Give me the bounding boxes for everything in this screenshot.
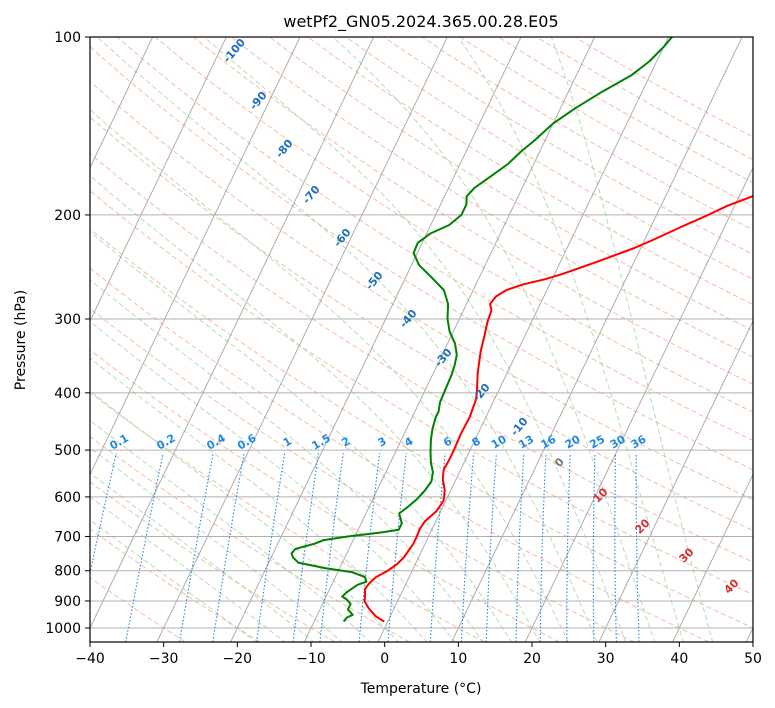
plot-background — [90, 37, 753, 642]
y-axis-title: Pressure (hPa) — [13, 290, 29, 390]
moist-adiabat-line — [90, 320, 456, 642]
dry-adiabat-line — [90, 152, 753, 563]
x-tick-label: 50 — [744, 651, 762, 667]
x-tick-label: 10 — [449, 651, 467, 667]
mixing-ratio-line — [539, 453, 547, 642]
mixing-ratio-line — [592, 453, 596, 642]
dry-adiabat-line — [90, 80, 753, 501]
dry-adiabat-line — [306, 37, 753, 306]
dry-adiabat-line — [90, 267, 710, 642]
x-tick-label: 40 — [670, 651, 688, 667]
temperature-line — [363, 195, 753, 623]
x-tick-label: 30 — [597, 651, 615, 667]
x-tick-label: 0 — [380, 651, 389, 667]
moist-adiabat-line — [90, 108, 569, 642]
dry-adiabat-line — [192, 37, 753, 385]
x-tick-label: −40 — [75, 651, 105, 667]
x-axis-title: Temperature (°C) — [360, 681, 482, 697]
mixing-ratio-line — [566, 453, 571, 642]
dry-adiabat-line — [116, 37, 753, 442]
plot-area — [90, 37, 753, 642]
x-tick-label: −20 — [223, 651, 253, 667]
isotherm-line — [90, 37, 375, 630]
y-tick-label: 500 — [54, 443, 81, 459]
dry-adiabat-line — [90, 528, 261, 642]
y-tick-label: 900 — [54, 594, 81, 610]
x-tick-label: −30 — [149, 651, 179, 667]
dry-adiabat-line — [230, 37, 753, 358]
reference-lines — [90, 37, 753, 642]
isotherm-line — [377, 37, 669, 642]
mixing-ratio-line — [515, 453, 525, 642]
mixing-ratio-line — [358, 453, 381, 642]
dewpoint-line — [290, 37, 673, 623]
mixing-ratio-line — [178, 453, 214, 642]
x-tick-label: 20 — [523, 651, 541, 667]
dry-adiabat-line — [459, 37, 753, 207]
isotherm-line — [90, 37, 301, 476]
y-tick-label: 200 — [54, 208, 81, 224]
isotherm-line — [230, 37, 522, 642]
isotherm-line — [90, 37, 154, 169]
y-tick-label: 300 — [54, 312, 81, 328]
dry-adiabat-line — [90, 46, 753, 471]
y-tick-label: 600 — [54, 490, 81, 506]
isotherm-line — [524, 166, 753, 642]
isotherm-line — [451, 37, 743, 642]
dry-adiabat-line — [421, 37, 753, 231]
plot-frame — [89, 36, 754, 643]
mixing-ratio-line — [212, 453, 245, 642]
isotherm-line — [672, 473, 753, 642]
dry-adiabat-line — [497, 37, 753, 184]
sounding-series — [290, 37, 753, 623]
isotherm-line — [303, 37, 596, 642]
dry-adiabat-line — [90, 307, 635, 642]
mixing-ratio-line — [429, 453, 446, 642]
mixing-ratio-line — [319, 453, 344, 642]
mixing-ratio-line — [256, 453, 286, 642]
dry-adiabat-line — [90, 349, 560, 642]
isotherm-line — [156, 37, 448, 642]
y-tick-label: 400 — [54, 386, 81, 402]
y-tick-label: 1000 — [45, 621, 81, 637]
mixing-ratio-line — [614, 453, 617, 642]
mixing-ratio-line — [460, 453, 475, 642]
x-tick-label: −10 — [296, 651, 326, 667]
y-tick-label: 100 — [54, 30, 81, 46]
axes: −40 −30 −20 −10 0 10 20 30 40 50 1000 900 800 700 600 5… — [45, 30, 762, 667]
dry-adiabat-line — [90, 116, 753, 532]
chart-title: wetPf2_GN05.2024.365.00.28.E05 — [283, 12, 558, 32]
dry-adiabat-line — [345, 37, 753, 280]
isotherm-line — [598, 319, 753, 642]
mixing-ratio-line — [635, 453, 640, 642]
y-tick-label: 800 — [54, 564, 81, 580]
dry-adiabat-line — [90, 190, 753, 596]
isotherm-line — [90, 37, 227, 323]
moist-adiabat-line — [96, 37, 598, 642]
y-tick-label: 700 — [54, 529, 81, 545]
mixing-ratio-line — [485, 453, 497, 642]
